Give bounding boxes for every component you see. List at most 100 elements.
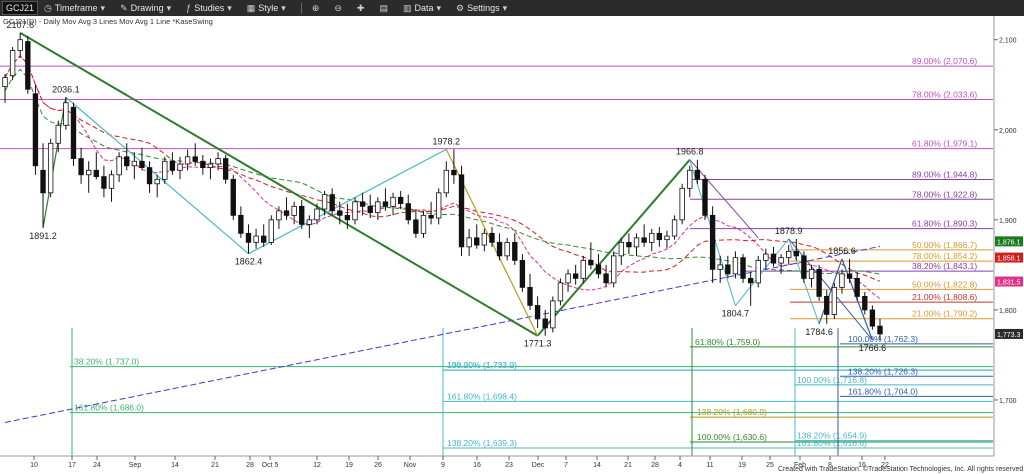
toolbar-data-label: Data <box>414 3 434 13</box>
x-tick-label: 24 <box>93 462 101 469</box>
candle-body <box>86 169 92 176</box>
price-chart[interactable]: 89.00% (2,070.6) 78.00% (2,033.6) 61.80% (… <box>0 16 1024 474</box>
x-tick-label: 19 <box>738 462 746 469</box>
toolbar-zoom-out-button[interactable]: ⊖ <box>334 3 345 14</box>
swing-line <box>818 258 843 324</box>
candle-body <box>679 187 685 221</box>
price-box-label: 1,858.1 <box>997 256 1020 263</box>
clock-icon: ◷ <box>44 2 52 13</box>
toolbar-style-button[interactable]: ▦ Style ▾ <box>247 3 289 14</box>
price-box <box>995 236 1023 247</box>
price-box <box>995 328 1023 339</box>
fib-level-label: 161.80% (1,686.0) <box>74 403 144 413</box>
candle-body <box>595 264 602 275</box>
swing-point-label: 1891.2 <box>29 231 57 241</box>
toolbar-separator <box>300 2 302 14</box>
candle-body <box>177 163 183 171</box>
candle-body <box>420 214 427 234</box>
fib-level-label: 138.20% (1,639.3) <box>447 438 517 448</box>
x-tick-label: 8 <box>828 462 832 469</box>
candle-body <box>557 282 564 302</box>
toolbar-studies-label: Studies <box>194 3 225 13</box>
candle-body <box>146 167 153 185</box>
candle-body <box>649 232 655 243</box>
chevron-down-icon: ▾ <box>281 2 286 13</box>
x-tick-label: 17 <box>68 462 76 469</box>
x-tick-label: 22 <box>881 462 889 469</box>
fib-level-label: 89.00% (1,944.8) <box>912 169 977 179</box>
toolbar-cursor-button[interactable]: ✚ <box>357 3 368 14</box>
chevron-down-icon: ▾ <box>502 2 508 13</box>
candle-body <box>367 205 373 214</box>
fib-level-label: 100.00% (1,716.8) <box>797 375 867 385</box>
candle-body <box>32 93 39 167</box>
zoom-in-icon: ⊕ <box>311 2 320 13</box>
candle-body <box>207 163 214 168</box>
fib-level-label: 50.00% (1,822.8) <box>912 279 977 289</box>
swing-point-label: 1771.3 <box>524 339 552 349</box>
candle-body <box>877 325 883 335</box>
chart-header: GCJ21(D) - Daily Mov Avg 3 Lines Mov Avg… <box>3 17 213 26</box>
candle-body <box>466 237 472 248</box>
candle-body <box>238 214 244 234</box>
y-tick-label: 2,000 <box>999 128 1017 135</box>
x-axis: 10 17 24 Sep 14 21 28 Oct 5 12 19 26 Nov 9 16 23 Dec 7 14… <box>30 456 889 469</box>
candle-body <box>565 273 571 284</box>
candle-body <box>504 241 510 257</box>
crosshair-icon: ✚ <box>356 2 365 13</box>
fib-level-label: 61.80% (1,890.3) <box>912 219 977 229</box>
toolbar-drawing-button[interactable]: ✎ Drawing ▾ <box>120 3 174 14</box>
toolbar-timeframe-button[interactable]: ◷ Timeframe ▾ <box>44 3 108 14</box>
candle-body <box>321 194 328 210</box>
candle-body <box>443 169 449 194</box>
fib-level-label: 138.20% (1,733.2) <box>447 360 517 370</box>
swing-line <box>735 238 790 306</box>
style-icon: ▦ <box>246 2 256 13</box>
candle-body <box>40 169 46 194</box>
chevron-down-icon: ▾ <box>227 2 232 13</box>
candle-body <box>283 210 290 216</box>
fib-level-label: 61.80% (1,979.1) <box>912 139 977 149</box>
candle-body <box>633 237 640 248</box>
candle-body <box>816 268 822 297</box>
candle-body <box>352 201 358 221</box>
fib-level-label: 89.00% (2,070.6) <box>912 56 977 66</box>
candle-body <box>869 309 876 327</box>
toolbar-data-button[interactable]: ▥ Data ▾ <box>403 3 444 14</box>
candle-body <box>375 201 381 214</box>
candle-body <box>55 124 61 144</box>
candle-body <box>215 158 221 165</box>
fib-level-label: 161.80% (1,698.4) <box>447 391 517 401</box>
candle-body <box>862 295 868 311</box>
candle-body <box>512 241 518 261</box>
candle-body <box>824 295 830 315</box>
fib-level-label: 78.00% (2,033.6) <box>912 90 977 100</box>
candle-body <box>17 39 23 51</box>
candle-body <box>755 259 761 284</box>
swing-trendline <box>19 32 539 337</box>
candle-body <box>611 255 617 284</box>
candle-body <box>694 169 701 180</box>
toolbar-studies-button[interactable]: ƒ Studies ▾ <box>186 3 235 14</box>
x-tick-label: 16 <box>473 462 481 469</box>
candle-body <box>397 196 404 205</box>
candle-body <box>169 160 176 171</box>
swing-point-label: 1966.8 <box>676 147 704 157</box>
swing-point-label: 1856.6 <box>828 246 856 256</box>
toolbar-grid-button[interactable]: ▤ <box>379 3 391 14</box>
symbol-selector[interactable]: GCJ21 <box>2 1 39 15</box>
candle-body <box>139 160 145 168</box>
fib-level-label: 21.00% (1,808.6) <box>912 292 977 302</box>
fib-level-label: 100.00% (1,630.6) <box>697 432 767 442</box>
candle-body <box>108 174 115 189</box>
x-tick-label: 26 <box>374 462 382 469</box>
candle-body <box>306 219 313 225</box>
swing-point-label: 1878.9 <box>775 226 803 236</box>
x-tick-label: Feb <box>794 462 806 469</box>
swing-labels: 2107.6 2036.1 1891.2 1862.4 1978.2 1771.3 1966… <box>6 20 886 353</box>
swing-line <box>689 159 759 239</box>
toolbar-zoom-in-button[interactable]: ⊕ <box>312 3 323 14</box>
toolbar-settings-button[interactable]: ⚙ Settings ▾ <box>456 3 510 14</box>
candle-body <box>717 264 723 270</box>
candle-body <box>451 169 457 176</box>
